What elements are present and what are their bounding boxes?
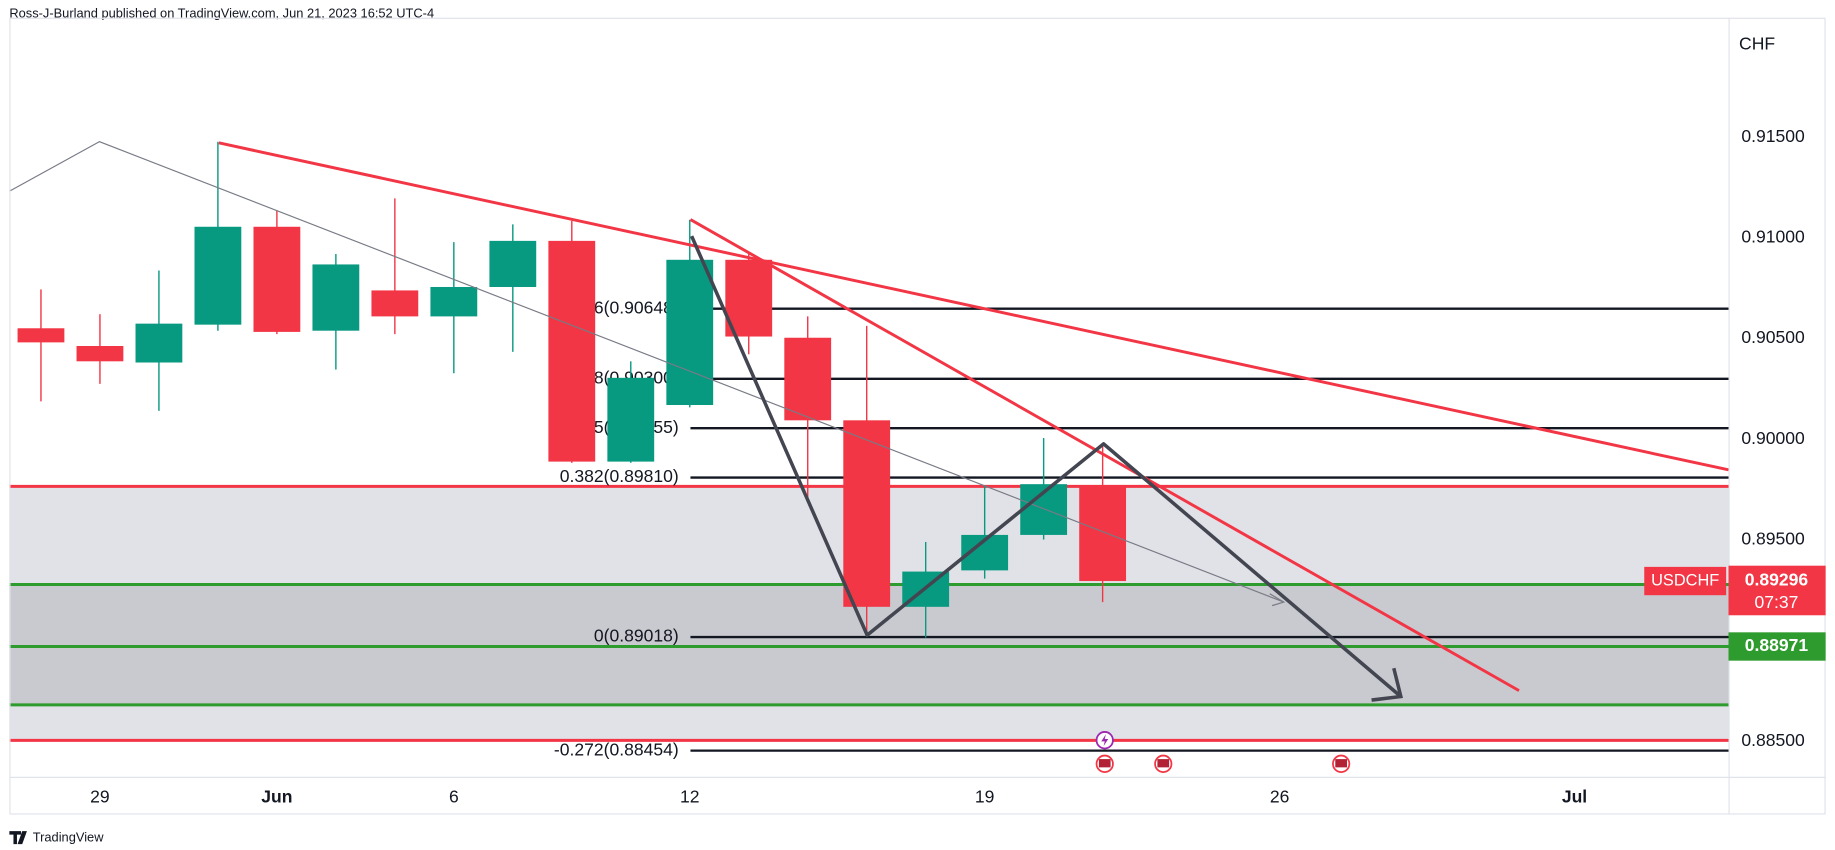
currency-label: CHF (1739, 33, 1775, 53)
y-tick-label: 0.91500 (1741, 126, 1805, 146)
brand-footer: TradingView (33, 830, 104, 845)
candle-body (489, 240, 537, 287)
x-tick-label: 29 (90, 787, 110, 807)
flag-glyph (1335, 759, 1347, 768)
trend-line (689, 218, 1520, 692)
y-tick-label: 0.89500 (1741, 529, 1805, 549)
axis-layer: 0.88971 29 Jun 6 12 19 26 Jul 0.88500 0.89500 0.90… (90, 126, 1826, 807)
candle-body (194, 226, 242, 325)
x-tick-label: 6 (449, 787, 459, 807)
y-tick-label: 0.88500 (1741, 730, 1805, 750)
candle-body (17, 328, 65, 343)
candle-body (784, 337, 832, 421)
x-tick-label: 12 (680, 787, 700, 807)
countdown-label: 07:37 (1755, 592, 1799, 612)
trend-drawing (9, 141, 1285, 603)
drawings (9, 141, 1729, 773)
x-tick-label: Jul (1562, 787, 1587, 807)
symbol-label: USDCHF (1651, 571, 1719, 589)
arrow-head (1371, 667, 1404, 702)
candle-body (76, 345, 124, 362)
candle-body (371, 290, 419, 317)
candle-body (1079, 485, 1127, 582)
candle-body (666, 259, 714, 406)
candle-body (430, 286, 478, 317)
candle-body (843, 420, 891, 607)
trend-line (218, 141, 1729, 472)
candle-body (312, 264, 360, 331)
plot-layer: 0.786(0.90648)0.618(0.90300)0.5(0.90055)… (9, 141, 1729, 759)
last-price-box (1728, 565, 1826, 616)
publisher-header: Ross-J-Burland published on TradingView.… (9, 6, 434, 21)
fib-label: 0(0.89018) (594, 626, 679, 646)
projection-path (690, 235, 1402, 698)
fib-label: -0.272(0.88454) (554, 739, 679, 759)
price-label: 0.88971 (1745, 635, 1809, 655)
arrow-head (1269, 593, 1286, 607)
y-tick-label: 0.90000 (1741, 428, 1805, 448)
symbol-label-box (1644, 566, 1727, 596)
y-tick-label: 0.90500 (1741, 327, 1805, 347)
last-price-label: 0.89296 (1745, 570, 1809, 590)
candle-body (135, 323, 183, 363)
candle-body (725, 259, 773, 337)
y-tick-label: 0.91000 (1741, 226, 1805, 246)
price-label-box (1728, 632, 1826, 661)
x-tick-label: 26 (1270, 787, 1290, 807)
x-tick-label: Jun (261, 787, 292, 807)
candle-body (607, 377, 655, 462)
lightning-glyph (1101, 734, 1109, 747)
candle-body (548, 240, 596, 462)
brand-logo (9, 831, 27, 845)
candle-body (253, 226, 301, 332)
x-tick-label: 19 (975, 787, 995, 807)
flag-glyph (1098, 759, 1111, 768)
fib-label: 0.382(0.89810) (560, 466, 679, 486)
flag-glyph (1157, 759, 1170, 768)
frame (9, 17, 1826, 815)
